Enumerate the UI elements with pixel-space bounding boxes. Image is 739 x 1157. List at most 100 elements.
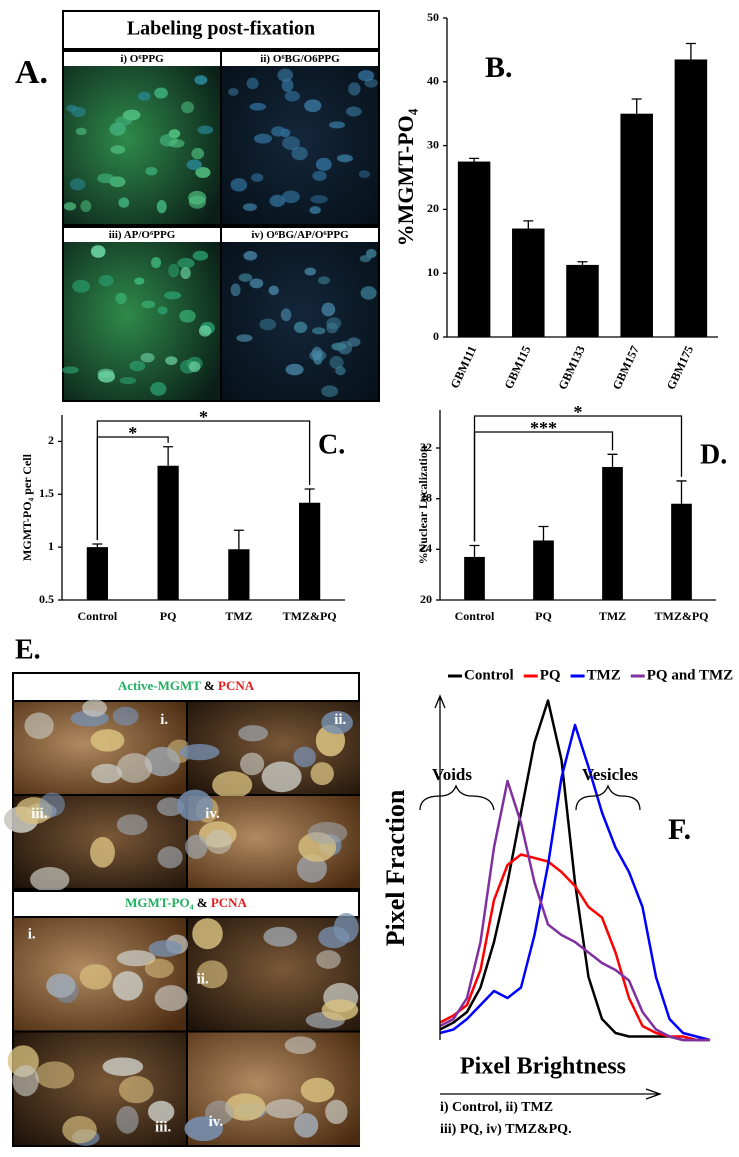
x-tick-label: PQ [535, 609, 552, 623]
image-label: ii. [197, 971, 209, 987]
y-axis-label: MGMT-PO₄ per Cell [20, 453, 34, 561]
error-bar [163, 446, 174, 466]
cell-nucleus [148, 940, 183, 957]
cell-nucleus [97, 173, 115, 184]
panel-label: D. [700, 439, 727, 470]
significance-bracket [473, 415, 683, 542]
cell-nucleus [134, 277, 145, 285]
cell-nucleus [98, 274, 114, 287]
significance-mark: * [574, 402, 583, 422]
cell-nucleus [236, 334, 253, 342]
error-bar [304, 488, 315, 503]
cell-nucleus [291, 146, 308, 161]
cell-nucleus [75, 127, 87, 136]
cell-nucleus [141, 300, 156, 309]
y-tick-label: 30 [427, 137, 439, 151]
cell-nucleus [280, 308, 292, 322]
cell-nucleus [198, 325, 212, 337]
error-bar [538, 525, 549, 541]
bar [674, 59, 708, 337]
cell-nucleus [90, 729, 125, 752]
cell-nucleus [118, 1076, 154, 1104]
significance-bracket [96, 420, 311, 540]
caption-line: i) Control, ii) TMZ [440, 1100, 553, 1115]
legend-label: TMZ [587, 667, 621, 683]
cell-nucleus [336, 154, 353, 163]
y-tick-label: 20 [427, 201, 439, 215]
cell-nucleus [326, 317, 342, 330]
cell-nucleus [116, 950, 156, 967]
y-tick-label: 50 [427, 10, 439, 24]
bar [512, 228, 545, 337]
annotation: Vesicles [582, 765, 638, 784]
cell-nucleus [179, 744, 220, 761]
cell-nucleus [180, 266, 191, 280]
panel-label: E. [15, 634, 41, 665]
cell-nucleus [240, 752, 265, 776]
micrograph [14, 1032, 186, 1145]
cell-nucleus [12, 1065, 39, 1097]
bar [86, 547, 108, 600]
x-tick-label: TMZ&PQ [655, 609, 709, 623]
cell-nucleus [79, 964, 112, 990]
cell-nucleus [310, 762, 334, 786]
cell-nucleus [284, 1036, 316, 1055]
cell-nucleus [195, 167, 211, 179]
cell-nucleus [328, 121, 346, 129]
bar [464, 556, 485, 600]
cell-nucleus [225, 1093, 266, 1121]
error-bar [92, 543, 103, 548]
cell-nucleus [284, 90, 301, 102]
cell-nucleus [348, 82, 361, 96]
cell-nucleus [300, 1077, 335, 1103]
image-label: ii. [334, 712, 346, 728]
cell-nucleus [329, 356, 344, 370]
cell-nucleus [164, 291, 182, 300]
line-series [439, 723, 711, 1042]
cell-nucleus [265, 1099, 304, 1119]
cell-nucleus [109, 122, 126, 136]
cell-nucleus [238, 273, 253, 282]
image-label: iii. [31, 806, 48, 822]
cell-nucleus [293, 746, 316, 768]
panel-label: F. [668, 813, 691, 846]
cell-nucleus [194, 75, 208, 85]
error-bar [469, 544, 480, 557]
layer: A. Labeling post-fixation i) O⁶PPG ii) O⁶BG… [3, 10, 733, 1147]
error-bar [577, 261, 588, 265]
cell-nucleus [150, 382, 167, 396]
error-bar [685, 42, 696, 60]
significance-bracket [473, 431, 614, 542]
y-tick-label: 20 [420, 592, 432, 606]
cell-nucleus [331, 342, 347, 351]
image-label: iv. [209, 1114, 224, 1130]
x-tick-label: TMZ [225, 609, 252, 623]
cell-nucleus [154, 985, 188, 1011]
image-group-title: MGMT-PO₄ & PCNA [125, 895, 247, 910]
cell-nucleus [263, 926, 298, 947]
cell-nucleus [147, 1100, 175, 1123]
bar [620, 113, 653, 337]
y-tick-label: 40 [427, 74, 439, 88]
y-tick-label: 1 [48, 539, 54, 553]
cell-nucleus [304, 267, 317, 276]
cell-nucleus [115, 292, 127, 305]
image-label: i. [160, 712, 168, 728]
cell-nucleus [191, 147, 205, 160]
cell-nucleus [242, 203, 257, 212]
cell-nucleus [186, 159, 202, 171]
cell-nucleus [259, 318, 277, 331]
cell-nucleus [62, 1115, 97, 1144]
cell-nucleus [249, 102, 267, 111]
cell-nucleus [144, 958, 174, 979]
cell-nucleus [116, 814, 148, 836]
cell-nucleus [321, 302, 336, 317]
significance-mark: *** [530, 418, 557, 438]
cell-nucleus [165, 356, 178, 366]
error-bar [233, 529, 244, 550]
y-tick-label: 0.5 [39, 592, 54, 606]
cell-nucleus [249, 278, 264, 289]
cell-nucleus [196, 960, 228, 989]
cell-nucleus [335, 366, 346, 376]
